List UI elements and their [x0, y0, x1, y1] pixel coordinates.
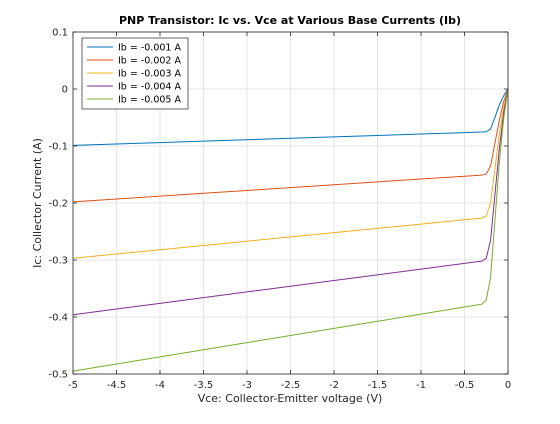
y-tick-label: -0.3	[48, 256, 68, 267]
axis-ticks: -5 -4.5 -4 -3.5 -3 -2.5 -2 -1.5 -1 -0.5 0 -0.5 -0.4 -…	[48, 28, 511, 392]
y-tick-label: 0	[62, 85, 68, 96]
legend-label: Ib = -0.002 A	[118, 55, 181, 66]
series-line-4	[72, 88, 509, 316]
series-line-2	[72, 88, 509, 203]
y-axis-title: Ic: Collector Current (A)	[31, 138, 44, 268]
series-lines	[72, 88, 509, 372]
x-tick-label: -0.5	[455, 380, 475, 391]
x-tick-label: -2.5	[281, 380, 301, 391]
x-tick-label: -1	[416, 380, 426, 391]
y-tick-label: -0.1	[48, 142, 68, 153]
x-axis-title: Vce: Collector-Emitter voltage (V)	[198, 392, 383, 405]
legend-label: Ib = -0.005 A	[118, 94, 181, 105]
x-tick-label: -1.5	[368, 380, 388, 391]
x-tick-label: -3.5	[194, 380, 214, 391]
x-tick-label: -2	[329, 380, 339, 391]
legend-label: Ib = -0.001 A	[118, 42, 181, 53]
x-tick-label: -4	[155, 380, 165, 391]
y-tick-label: 0.1	[52, 28, 68, 39]
legend-label: Ib = -0.004 A	[118, 81, 181, 92]
chart-title: PNP Transistor: Ic vs. Vce at Various Ba…	[119, 14, 461, 27]
x-tick-label: -3	[242, 380, 252, 391]
y-tick-label: -0.5	[48, 370, 68, 381]
series-line-3	[72, 88, 509, 259]
legend-label: Ib = -0.003 A	[118, 68, 181, 79]
legend: Ib = -0.001 A Ib = -0.002 A Ib = -0.003 A I…	[81, 37, 189, 110]
x-tick-label: -5	[68, 380, 78, 391]
x-tick-label: -4.5	[107, 380, 127, 391]
x-tick-label: 0	[505, 380, 511, 391]
series-line-1	[72, 88, 509, 146]
y-tick-label: -0.4	[48, 313, 68, 324]
y-tick-label: -0.2	[48, 199, 68, 210]
series-line-5	[72, 88, 509, 372]
